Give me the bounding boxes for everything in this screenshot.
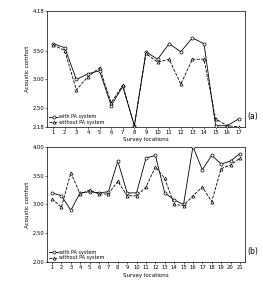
with PA system xyxy=(88,190,91,193)
without PA system xyxy=(191,58,194,61)
with PA system xyxy=(238,152,241,155)
with PA system xyxy=(203,42,206,45)
Y-axis label: Acoustic comfort: Acoustic comfort xyxy=(25,46,30,92)
with PA system xyxy=(220,162,223,166)
with PA system xyxy=(144,50,148,54)
with PA system xyxy=(173,198,176,202)
with PA system xyxy=(163,191,166,195)
with PA system xyxy=(191,145,195,148)
with PA system xyxy=(75,78,78,81)
with PA system xyxy=(201,168,204,171)
without PA system xyxy=(191,194,195,197)
without PA system xyxy=(220,167,223,170)
without PA system xyxy=(135,194,138,197)
without PA system xyxy=(63,49,66,52)
with PA system xyxy=(50,191,54,195)
Text: (a): (a) xyxy=(247,112,258,121)
with PA system xyxy=(182,203,185,206)
with PA system xyxy=(237,117,240,120)
Legend: with PA system, without PA system: with PA system, without PA system xyxy=(49,249,105,261)
with PA system xyxy=(191,36,194,39)
with PA system xyxy=(126,191,129,195)
with PA system xyxy=(97,191,100,195)
without PA system xyxy=(144,52,148,55)
with PA system xyxy=(229,159,232,163)
with PA system xyxy=(107,190,110,193)
with PA system xyxy=(144,157,148,160)
without PA system xyxy=(110,101,113,104)
without PA system xyxy=(121,83,124,87)
without PA system xyxy=(116,180,119,183)
without PA system xyxy=(173,203,176,206)
without PA system xyxy=(50,197,54,201)
without PA system xyxy=(210,200,213,203)
without PA system xyxy=(97,192,100,196)
without PA system xyxy=(69,171,72,174)
without PA system xyxy=(229,164,232,167)
with PA system xyxy=(226,124,229,127)
without PA system xyxy=(179,82,182,86)
without PA system xyxy=(144,186,148,189)
without PA system xyxy=(237,125,240,129)
without PA system xyxy=(126,194,129,197)
with PA system xyxy=(168,42,171,45)
without PA system xyxy=(201,186,204,189)
Line: without PA system: without PA system xyxy=(50,157,241,209)
with PA system xyxy=(86,72,89,75)
with PA system xyxy=(210,154,213,157)
without PA system xyxy=(203,58,206,61)
without PA system xyxy=(52,43,55,47)
X-axis label: Survey locations: Survey locations xyxy=(123,137,169,142)
Line: with PA system: with PA system xyxy=(52,36,240,127)
without PA system xyxy=(60,206,63,209)
with PA system xyxy=(156,58,159,61)
with PA system xyxy=(63,46,66,49)
without PA system xyxy=(226,124,229,127)
with PA system xyxy=(116,159,119,163)
X-axis label: Survey locations: Survey locations xyxy=(123,272,169,277)
without PA system xyxy=(156,60,159,64)
without PA system xyxy=(154,165,157,169)
with PA system xyxy=(214,124,217,127)
without PA system xyxy=(98,66,101,70)
without PA system xyxy=(88,188,91,192)
with PA system xyxy=(60,194,63,197)
without PA system xyxy=(107,192,110,196)
Y-axis label: Acoustic comfort: Acoustic comfort xyxy=(25,181,30,228)
without PA system xyxy=(79,192,82,196)
Line: without PA system: without PA system xyxy=(52,43,240,128)
Legend: with PA system, without PA system: with PA system, without PA system xyxy=(49,114,105,125)
Text: (b): (b) xyxy=(247,248,258,257)
with PA system xyxy=(79,191,82,195)
without PA system xyxy=(168,58,171,61)
with PA system xyxy=(121,85,124,88)
with PA system xyxy=(98,69,101,72)
without PA system xyxy=(214,117,217,120)
without PA system xyxy=(75,88,78,92)
with PA system xyxy=(135,191,138,195)
with PA system xyxy=(133,124,136,127)
with PA system xyxy=(110,104,113,107)
with PA system xyxy=(154,154,157,157)
with PA system xyxy=(69,209,72,212)
with PA system xyxy=(179,50,182,54)
Line: with PA system: with PA system xyxy=(50,145,241,212)
without PA system xyxy=(182,204,185,207)
with PA system xyxy=(52,42,55,45)
without PA system xyxy=(133,124,136,127)
without PA system xyxy=(163,177,166,180)
without PA system xyxy=(86,75,89,78)
without PA system xyxy=(238,157,241,160)
